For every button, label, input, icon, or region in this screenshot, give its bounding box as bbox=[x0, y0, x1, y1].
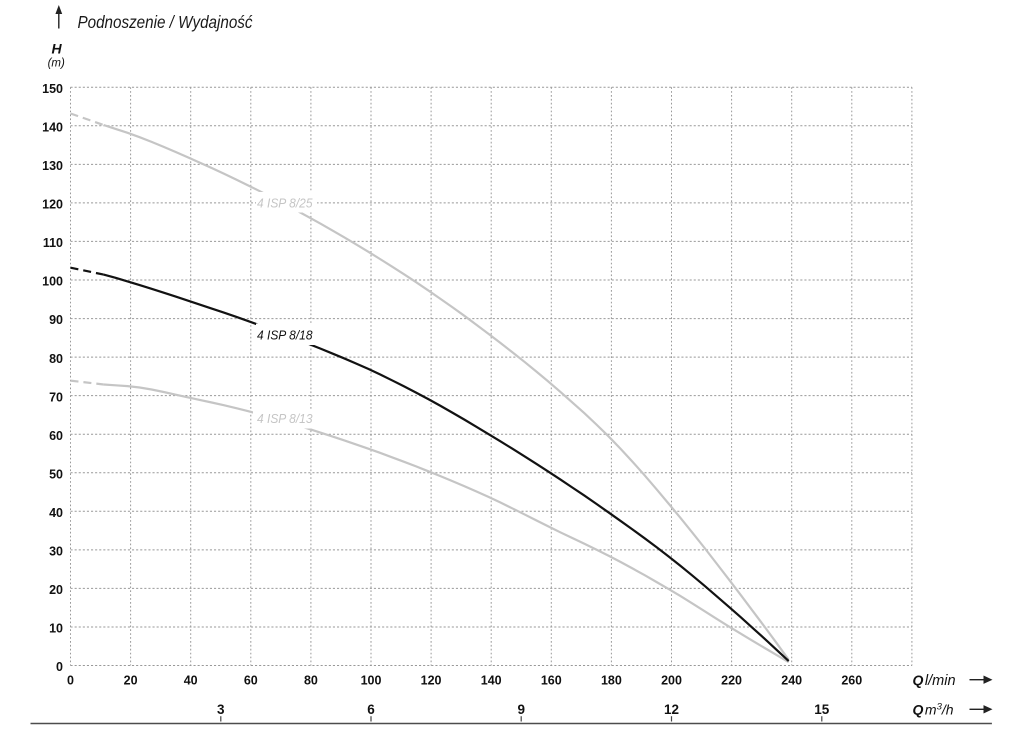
svg-text:130: 130 bbox=[42, 159, 63, 173]
svg-text:100: 100 bbox=[42, 275, 63, 289]
svg-text:20: 20 bbox=[124, 673, 138, 687]
svg-text:60: 60 bbox=[49, 429, 63, 443]
svg-text:50: 50 bbox=[49, 467, 63, 481]
svg-text:12: 12 bbox=[664, 702, 679, 717]
svg-text:100: 100 bbox=[361, 673, 382, 687]
svg-text:60: 60 bbox=[244, 673, 258, 687]
svg-text:180: 180 bbox=[601, 673, 622, 687]
svg-text:3: 3 bbox=[217, 702, 225, 717]
svg-text:160: 160 bbox=[541, 673, 562, 687]
svg-text:80: 80 bbox=[304, 673, 318, 687]
svg-text:90: 90 bbox=[49, 313, 63, 327]
svg-text:20: 20 bbox=[49, 583, 63, 597]
svg-text:220: 220 bbox=[721, 673, 742, 687]
svg-text:0: 0 bbox=[56, 660, 63, 674]
svg-text:0: 0 bbox=[67, 673, 74, 687]
svg-text:6: 6 bbox=[367, 702, 375, 717]
svg-text:15: 15 bbox=[814, 702, 830, 717]
svg-text:80: 80 bbox=[49, 352, 63, 366]
svg-text:140: 140 bbox=[42, 121, 63, 135]
svg-text:H: H bbox=[51, 40, 62, 56]
svg-text:9: 9 bbox=[517, 702, 525, 717]
svg-text:40: 40 bbox=[49, 506, 63, 520]
svg-text:Ql/min: Ql/min bbox=[913, 672, 956, 689]
svg-text:150: 150 bbox=[42, 82, 63, 96]
svg-text:40: 40 bbox=[184, 673, 198, 687]
svg-text:30: 30 bbox=[49, 545, 63, 559]
svg-text:260: 260 bbox=[841, 673, 862, 687]
svg-text:120: 120 bbox=[421, 673, 442, 687]
svg-text:240: 240 bbox=[781, 673, 802, 687]
svg-text:4 ISP 8/13: 4 ISP 8/13 bbox=[257, 412, 313, 426]
svg-text:70: 70 bbox=[49, 390, 63, 404]
svg-text:(m): (m) bbox=[48, 57, 65, 69]
svg-text:10: 10 bbox=[49, 622, 63, 636]
svg-text:140: 140 bbox=[481, 673, 502, 687]
svg-text:200: 200 bbox=[661, 673, 682, 687]
svg-text:4 ISP 8/25: 4 ISP 8/25 bbox=[257, 197, 313, 211]
svg-text:110: 110 bbox=[43, 236, 63, 250]
svg-text:4 ISP 8/18: 4 ISP 8/18 bbox=[257, 329, 313, 343]
svg-text:120: 120 bbox=[42, 198, 63, 212]
svg-text:Qm3/h: Qm3/h bbox=[913, 702, 954, 718]
svg-text:Podnoszenie / Wydajność: Podnoszenie / Wydajność bbox=[78, 12, 253, 32]
